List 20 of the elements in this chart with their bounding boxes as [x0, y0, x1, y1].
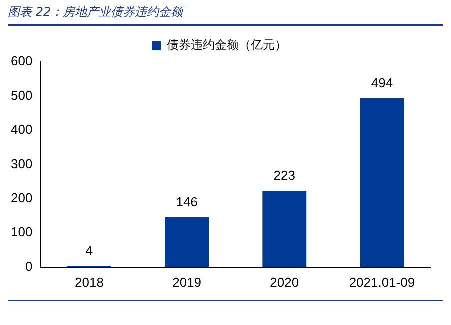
x-tick-label: 2021.01-09	[349, 274, 416, 290]
data-label: 223	[274, 168, 296, 184]
y-tick-label: 500	[10, 88, 33, 103]
y-tick-label: 200	[10, 190, 33, 206]
data-label: 146	[176, 194, 198, 210]
chart-title: 图表 22：房地产业债券违约金额	[8, 4, 443, 26]
data-label: 494	[371, 75, 394, 90]
bar	[262, 191, 307, 268]
y-tick-label: 0	[25, 258, 33, 274]
bar	[360, 98, 404, 268]
data-label: 4	[86, 243, 94, 258]
y-tick-label: 600	[10, 54, 33, 69]
x-tick-label: 2020	[270, 274, 300, 290]
x-tick-label: 2019	[172, 274, 202, 290]
bar	[165, 217, 210, 268]
y-tick-label: 400	[10, 122, 33, 138]
y-tick-label: 300	[10, 156, 33, 172]
x-tick-label: 2018	[75, 274, 104, 290]
y-tick-label: 100	[10, 224, 33, 240]
legend-label: 债券违约金额（亿元）	[167, 38, 287, 52]
